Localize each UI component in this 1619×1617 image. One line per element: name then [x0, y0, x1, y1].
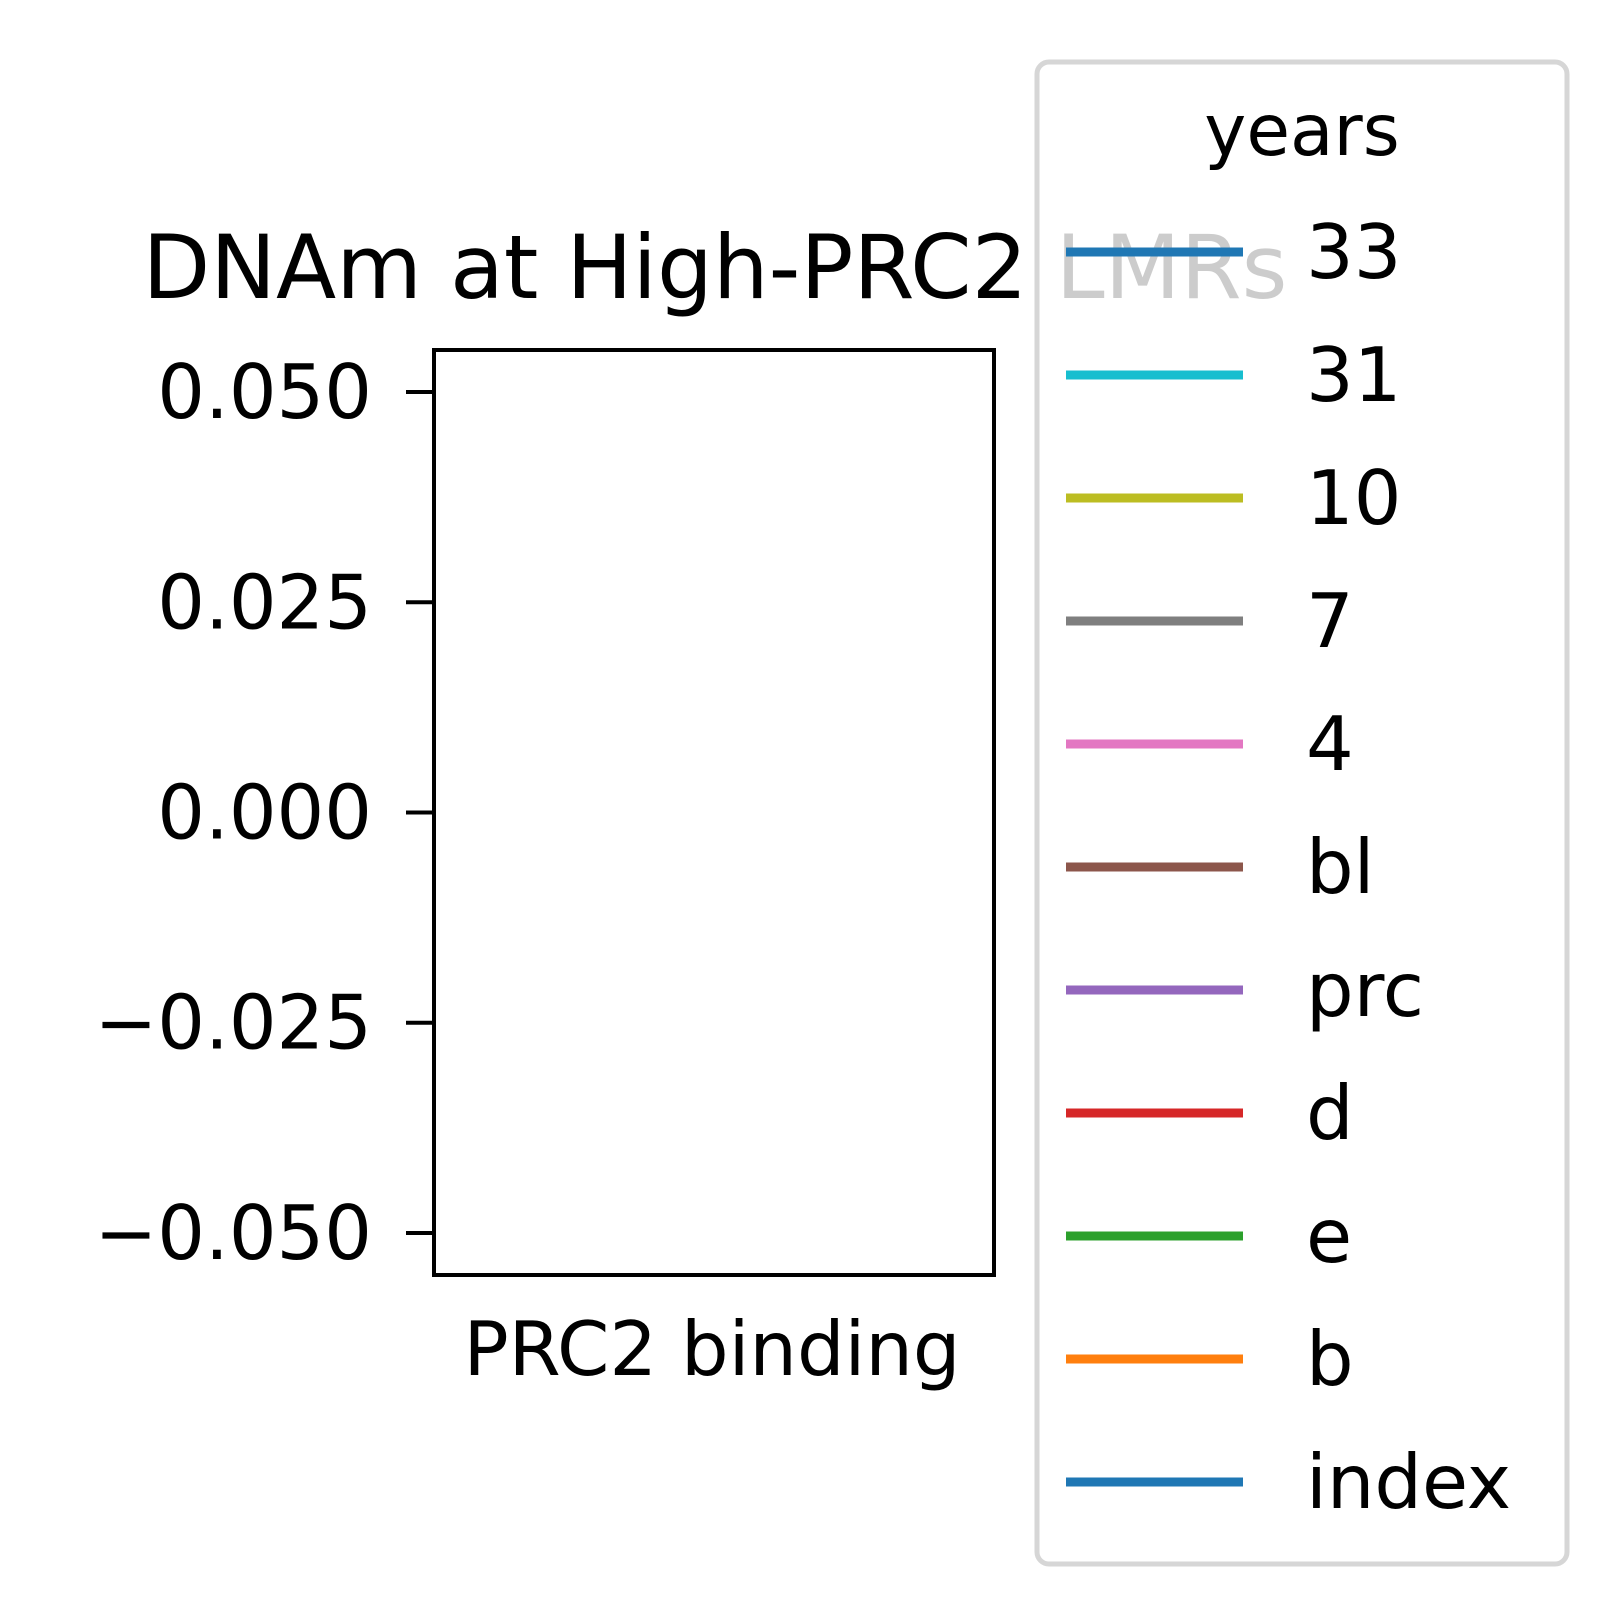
- legend-entries: 33 31 10 7 4 bl prc deb index: [1066, 208, 1511, 1526]
- legend-label: 4: [1306, 700, 1354, 788]
- legend-label: 10: [1306, 454, 1401, 542]
- legend-label: 7: [1306, 577, 1354, 665]
- y-axis: 0.050 0.025 0.000 −0.025 −0.050: [94, 348, 434, 1277]
- legend-label: e: [1306, 1192, 1352, 1280]
- x-tick-label: PRC2 binding: [463, 1305, 960, 1393]
- legend-box: [1034, 59, 1570, 1567]
- legend-label: bl: [1306, 823, 1374, 911]
- legend-label: prc: [1306, 946, 1424, 1034]
- y-tick-label: 0.025: [157, 558, 372, 646]
- y-tick-label: −0.025: [94, 979, 372, 1067]
- legend-title: years: [1204, 89, 1399, 172]
- legend-label: 33: [1306, 208, 1401, 296]
- legend: years 33 31 10 7 4 bl prc deb index: [1034, 59, 1570, 1567]
- legend-label: d: [1306, 1069, 1354, 1157]
- legend-label: 31: [1306, 331, 1401, 419]
- y-tick-label: 0.050: [157, 348, 372, 436]
- plot-area: [432, 348, 996, 1277]
- y-tick-label: −0.050: [94, 1189, 372, 1277]
- x-axis: PRC2 binding: [463, 1305, 960, 1393]
- legend-label: b: [1306, 1315, 1354, 1403]
- legend-label: index: [1306, 1438, 1511, 1526]
- y-tick-label: 0.000: [157, 769, 372, 857]
